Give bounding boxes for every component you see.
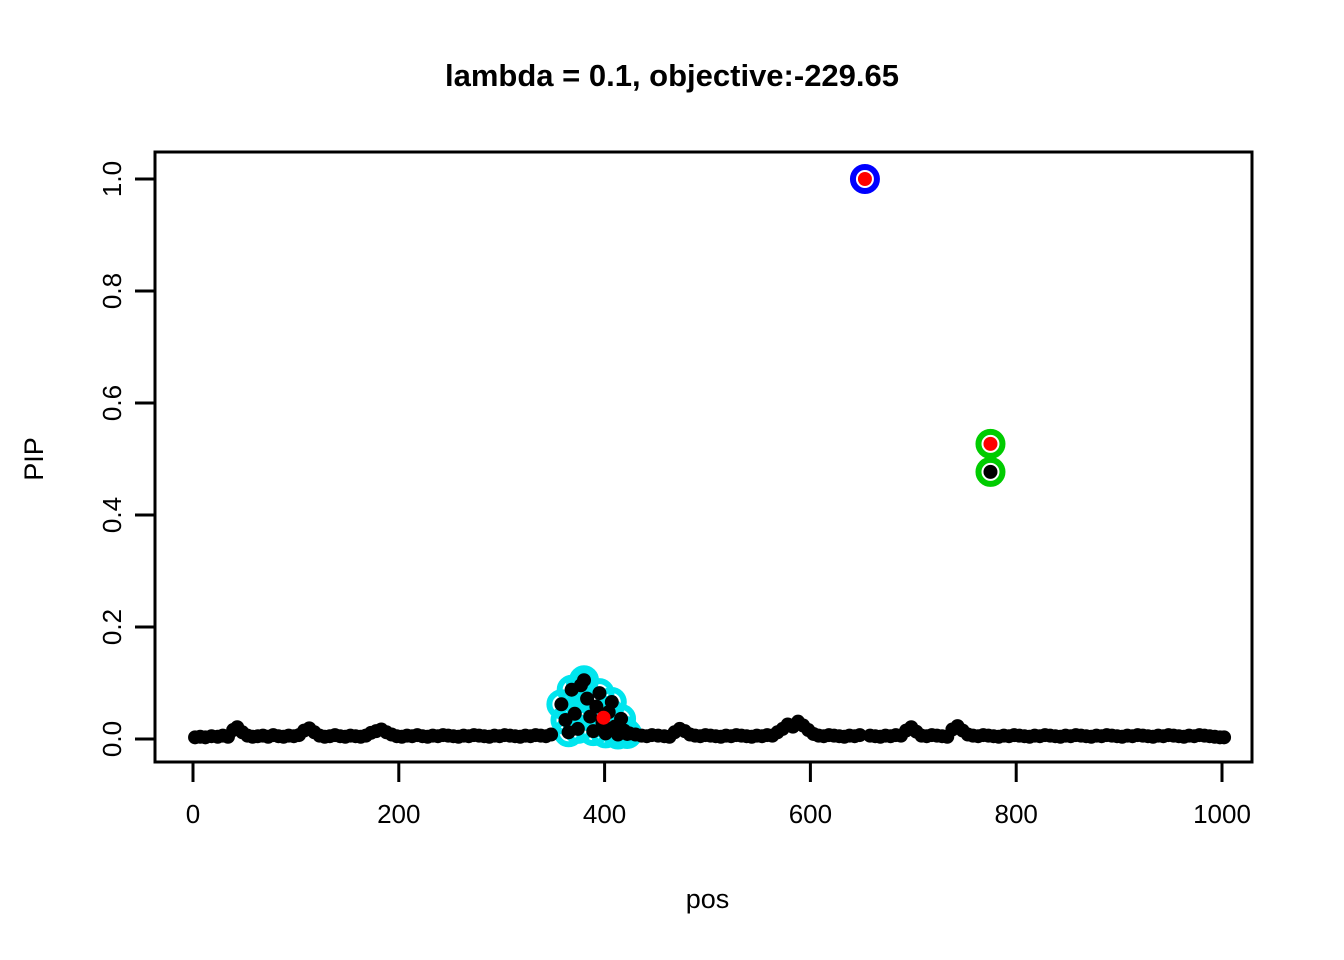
data-point <box>567 706 582 721</box>
point-group-cs-green-red-marker <box>983 436 998 451</box>
data-point <box>580 691 595 706</box>
data-point <box>592 686 607 701</box>
point-group-cs-green <box>983 464 998 479</box>
point-ring-group-cs-green-red-marker <box>975 428 1006 459</box>
data-point <box>620 726 635 741</box>
plot-frame <box>153 150 1254 764</box>
data-point <box>570 721 585 736</box>
data-point <box>583 709 598 724</box>
point-group-cs-blue-red-marker <box>857 172 872 186</box>
y-axis-tick-label: 0.4 <box>97 497 127 533</box>
y-axis-title: PIP <box>19 437 49 481</box>
data-point <box>589 699 604 714</box>
x-axis-tick-label: 0 <box>186 799 200 829</box>
highlight-ring <box>849 164 880 194</box>
data-points-layer <box>188 164 1232 750</box>
y-axis-tick-label: 0.6 <box>97 385 127 421</box>
y-axis-tick-label: 0.2 <box>97 609 127 645</box>
x-axis-tick-label: 200 <box>377 799 420 829</box>
point-group-cluster-cyan-red-marker <box>596 710 611 725</box>
data-point <box>1217 730 1232 745</box>
point-ring-group-cs-blue-red-marker <box>849 164 880 194</box>
y-axis-tick-label: 1.0 <box>97 161 127 197</box>
x-axis-tick-label: 600 <box>789 799 832 829</box>
page-title: lambda = 0.1, objective:-229.65 <box>444 58 900 93</box>
data-point <box>577 673 592 688</box>
x-axis-tick-label: 800 <box>995 799 1038 829</box>
highlight-ring <box>975 456 1006 487</box>
axis-labels-layer: 0 200 400 600 800 1000 0.0 0.2 0.4 0.6 0.8 1.0 pos PI… <box>19 161 1251 914</box>
x-axis-tick-label: 400 <box>583 799 626 829</box>
data-point <box>983 436 998 451</box>
data-point <box>554 697 569 712</box>
y-axis-tick-label: 0.8 <box>97 273 127 309</box>
data-point <box>586 724 601 739</box>
highlight-ring <box>975 428 1006 459</box>
x-axis-title: pos <box>686 884 730 914</box>
data-point <box>852 728 867 743</box>
point-group-background-pip <box>188 714 1232 745</box>
point-group-cluster-cyan <box>554 673 635 742</box>
axis-layer <box>135 177 1224 782</box>
y-axis-tick-label: 0.0 <box>97 721 127 757</box>
data-point <box>614 711 629 726</box>
data-point <box>604 695 619 710</box>
x-axis-tick-label: 1000 <box>1193 799 1251 829</box>
data-point <box>983 464 998 479</box>
point-ring-group-cs-green <box>975 456 1006 487</box>
data-point <box>596 710 611 725</box>
data-point <box>857 172 872 186</box>
plot-border <box>153 150 1254 764</box>
data-point <box>544 727 559 742</box>
